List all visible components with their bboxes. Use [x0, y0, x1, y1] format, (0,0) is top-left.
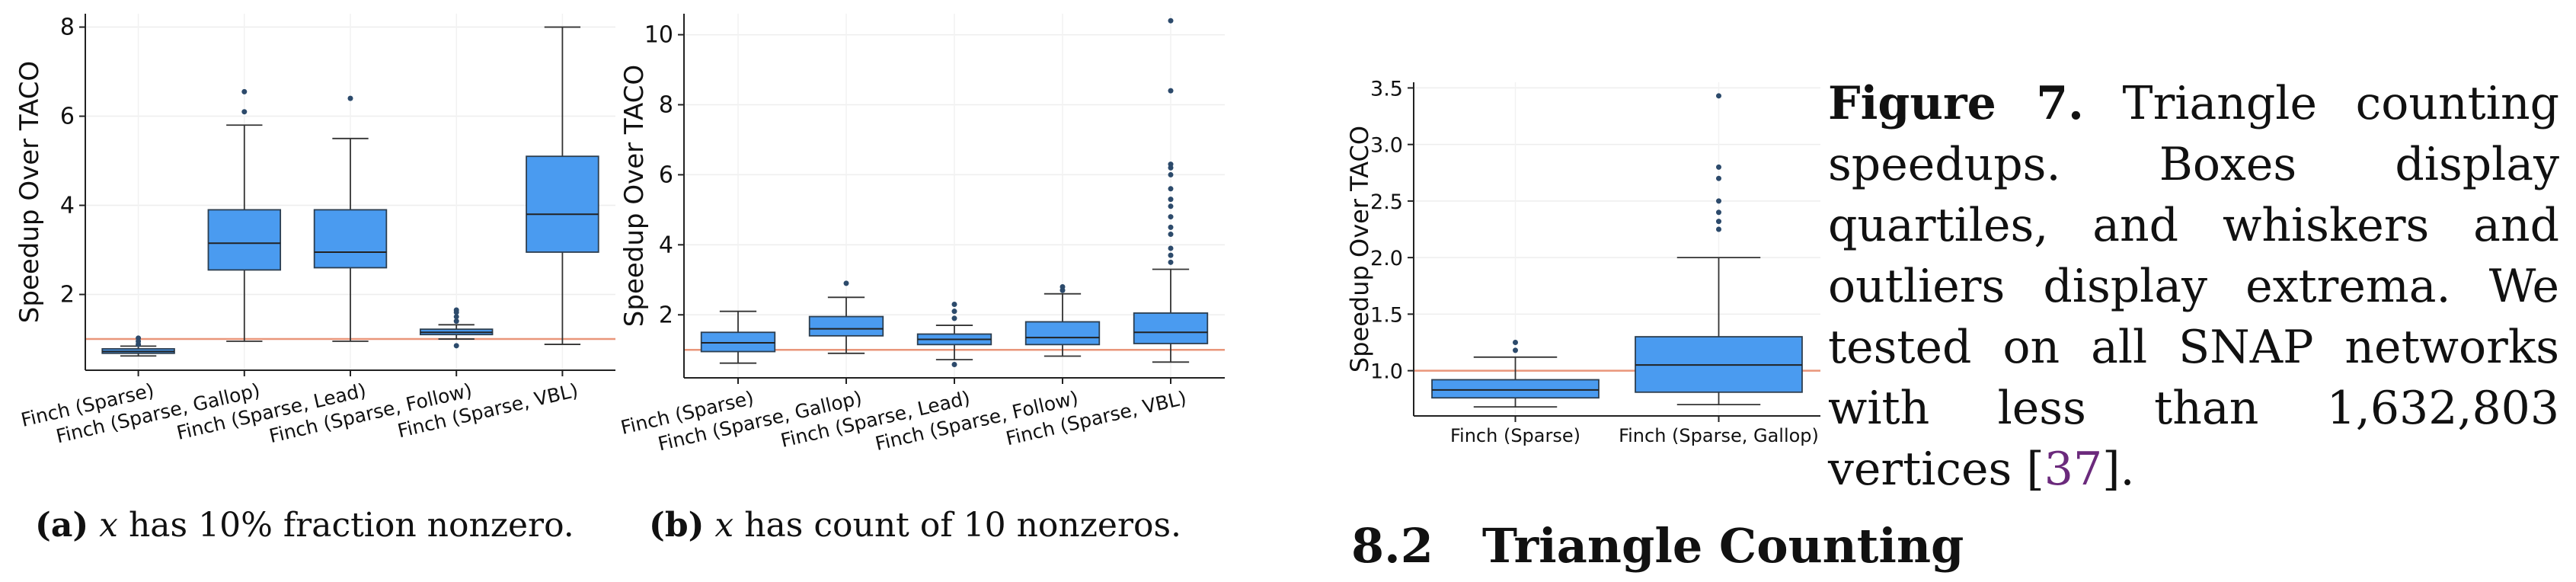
caption-b-var: x	[714, 506, 734, 545]
box-iqr	[1133, 312, 1209, 344]
y-tick-label: 1.0	[1370, 360, 1403, 384]
box-1	[207, 88, 282, 342]
y-tick-label: 8	[659, 92, 673, 119]
outlier-point	[1513, 347, 1518, 353]
outlier-point	[1168, 161, 1174, 168]
outlier-point	[1716, 164, 1721, 170]
y-tick-label: 6	[659, 161, 673, 188]
y-tick-label: 4	[60, 193, 75, 219]
caption-b-label: (b)	[649, 506, 705, 545]
outlier-point	[1168, 252, 1174, 258]
chart-c-svg: 1.0 1.5 2.0 2.5 3.0 3.5 Speedup Over TACO Finch…	[1345, 77, 1820, 446]
box-iqr	[1024, 321, 1101, 346]
y-tick-label: 4	[659, 232, 673, 258]
outlier-point	[347, 95, 353, 101]
figure-caption-text: Triangle counting speedups. Boxes displa…	[1828, 77, 2560, 496]
x-tick-label: Finch (Sparse, Gallop)	[1619, 425, 1819, 446]
section-number: 8.2	[1351, 518, 1433, 574]
outlier-point	[1168, 203, 1174, 209]
box-2	[313, 95, 388, 342]
outlier-point	[951, 309, 957, 315]
section-title: Triangle Counting	[1481, 518, 1964, 574]
chart-b: 2 4 6 8 10 Speedup Over TACO Finch (Sparse) Fin…	[615, 0, 1240, 472]
caption-b-text: has count of 10 nonzeros.	[733, 506, 1182, 545]
figure-caption: Figure 7. Triangle counting speedups. Bo…	[1828, 73, 2559, 500]
outlier-point	[136, 335, 142, 341]
caption-a: (a) x has 10% fraction nonzero.	[35, 506, 574, 545]
box-iqr	[1431, 379, 1600, 399]
outlier-point	[1168, 232, 1174, 238]
outlier-point	[1168, 224, 1174, 230]
outlier-point	[1168, 88, 1174, 94]
outlier-point	[951, 301, 957, 307]
y-tick-label: 2	[60, 282, 75, 309]
chart-a: 2 4 6 8 Speedup Over TACO Finch (Sparse) Finch…	[0, 0, 625, 472]
y-tick-label: 3.5	[1370, 77, 1403, 101]
y-tick-label: 10	[644, 22, 673, 49]
y-tick-label: 6	[60, 104, 75, 130]
outlier-point	[1716, 219, 1721, 225]
chart-c: 1.0 1.5 2.0 2.5 3.0 3.5 Speedup Over TACO Finch…	[1341, 0, 1828, 457]
box-0	[700, 310, 776, 364]
outlier-point	[1168, 171, 1174, 177]
figure-caption-label: Figure 7.	[1828, 77, 2084, 130]
outlier-point	[843, 280, 849, 286]
box-2	[916, 301, 992, 368]
y-tick-label: 2.5	[1370, 190, 1403, 214]
outlier-point	[1716, 93, 1721, 99]
caption-a-var: x	[99, 506, 118, 545]
outlier-point	[1059, 284, 1066, 289]
caption-a-text: has 10% fraction nonzero.	[117, 506, 574, 545]
y-tick-label: 2	[659, 302, 673, 328]
outlier-point	[951, 362, 957, 368]
section-heading: 8.2 Triangle Counting	[1351, 518, 1964, 574]
outlier-point	[1168, 186, 1174, 192]
figure-caption-tail: ].	[2102, 443, 2135, 496]
box-iqr	[700, 331, 776, 353]
outlier-point	[1716, 209, 1721, 216]
outlier-point	[1513, 339, 1518, 345]
outlier-point	[1716, 226, 1721, 232]
box-4	[1133, 18, 1209, 363]
box-0	[1431, 339, 1600, 408]
outlier-point	[453, 318, 459, 325]
caption-b: (b) x has count of 10 nonzeros.	[649, 506, 1181, 545]
outlier-point	[951, 315, 957, 321]
box-1	[808, 280, 884, 354]
outlier-point	[453, 343, 459, 349]
y-tick-label: 2.0	[1370, 247, 1403, 270]
box-1	[1635, 93, 1803, 406]
outlier-point	[1168, 197, 1174, 203]
box-iqr	[313, 209, 388, 269]
box-0	[101, 335, 175, 357]
outlier-point	[1168, 259, 1174, 265]
y-tick-label: 3.0	[1370, 134, 1403, 158]
y-axis-label: Speedup Over TACO	[1345, 126, 1374, 373]
outlier-point	[1716, 198, 1721, 204]
outlier-point	[1168, 214, 1174, 220]
caption-a-label: (a)	[35, 506, 89, 545]
box-3	[1024, 284, 1101, 357]
outlier-point	[241, 109, 248, 115]
box-iqr	[808, 315, 884, 337]
citation-link[interactable]: 37	[2044, 443, 2103, 496]
outlier-point	[1168, 245, 1174, 251]
y-tick-label: 8	[60, 14, 75, 41]
x-tick-label: Finch (Sparse)	[1450, 425, 1580, 446]
y-axis-label: Speedup Over TACO	[619, 65, 650, 327]
box-4	[526, 26, 599, 345]
outlier-point	[453, 314, 459, 320]
box-iqr	[207, 209, 282, 271]
outlier-point	[1716, 175, 1721, 181]
outlier-point	[1168, 18, 1174, 24]
outlier-point	[241, 88, 248, 94]
box-3	[419, 307, 494, 349]
y-tick-label: 1.5	[1370, 303, 1403, 327]
outlier-point	[453, 307, 459, 313]
box-iqr	[526, 155, 599, 253]
y-axis-label: Speedup Over TACO	[14, 61, 45, 323]
